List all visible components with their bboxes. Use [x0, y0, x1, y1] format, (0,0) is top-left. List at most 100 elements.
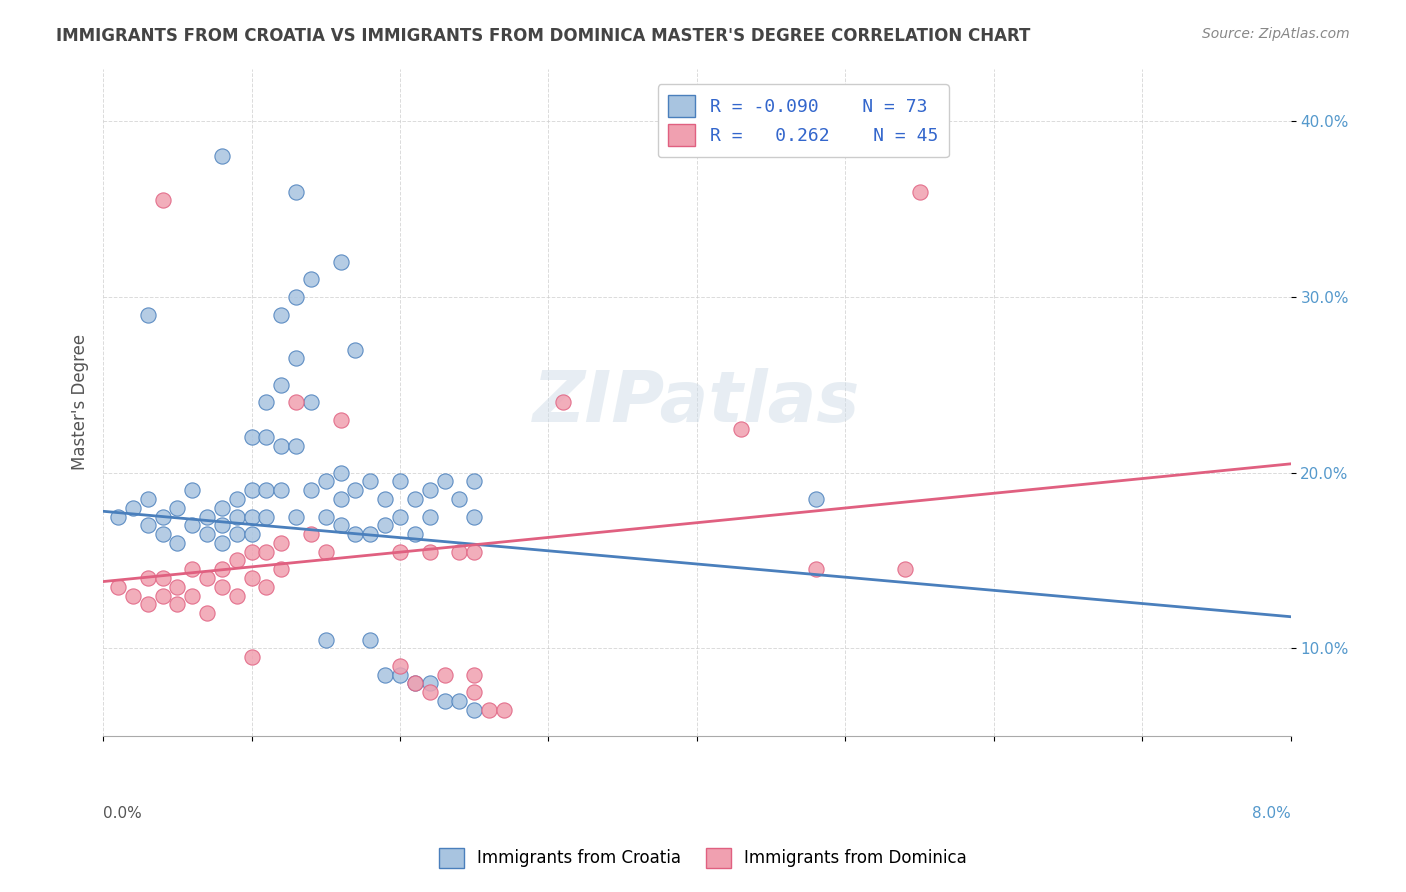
Point: [359, 527, 381, 541]
Point: [359, 475, 381, 489]
Point: [463, 703, 485, 717]
Point: [152, 589, 174, 603]
Point: [270, 308, 292, 322]
Point: [225, 509, 247, 524]
Point: [449, 491, 471, 506]
Point: [121, 589, 143, 603]
Point: [225, 491, 247, 506]
Point: [270, 483, 292, 498]
Point: [254, 580, 277, 594]
Y-axis label: Master's Degree: Master's Degree: [72, 334, 89, 470]
Text: 8.0%: 8.0%: [1251, 806, 1291, 822]
Point: [254, 483, 277, 498]
Point: [478, 703, 501, 717]
Point: [152, 571, 174, 585]
Point: [359, 632, 381, 647]
Point: [804, 491, 827, 506]
Point: [893, 562, 915, 576]
Point: [419, 676, 441, 690]
Point: [166, 500, 188, 515]
Point: [329, 518, 352, 533]
Point: [908, 185, 931, 199]
Point: [166, 536, 188, 550]
Point: [433, 667, 456, 681]
Text: IMMIGRANTS FROM CROATIA VS IMMIGRANTS FROM DOMINICA MASTER'S DEGREE CORRELATION : IMMIGRANTS FROM CROATIA VS IMMIGRANTS FR…: [56, 27, 1031, 45]
Point: [374, 667, 396, 681]
Point: [553, 395, 575, 409]
Point: [254, 395, 277, 409]
Point: [166, 598, 188, 612]
Point: [240, 509, 263, 524]
Point: [404, 676, 426, 690]
Point: [195, 527, 218, 541]
Point: [463, 475, 485, 489]
Point: [285, 439, 308, 453]
Point: [240, 544, 263, 558]
Point: [152, 194, 174, 208]
Point: [463, 685, 485, 699]
Point: [449, 694, 471, 708]
Point: [152, 509, 174, 524]
Point: [315, 475, 337, 489]
Point: [136, 571, 159, 585]
Legend: R = -0.090    N = 73, R =   0.262    N = 45: R = -0.090 N = 73, R = 0.262 N = 45: [658, 84, 949, 157]
Point: [419, 685, 441, 699]
Point: [211, 562, 233, 576]
Point: [211, 149, 233, 163]
Point: [804, 562, 827, 576]
Point: [344, 527, 367, 541]
Point: [388, 667, 411, 681]
Point: [195, 571, 218, 585]
Point: [730, 422, 752, 436]
Point: [270, 439, 292, 453]
Point: [181, 483, 204, 498]
Point: [285, 509, 308, 524]
Point: [315, 632, 337, 647]
Point: [181, 518, 204, 533]
Point: [136, 518, 159, 533]
Point: [404, 676, 426, 690]
Point: [195, 509, 218, 524]
Point: [211, 518, 233, 533]
Point: [136, 598, 159, 612]
Point: [433, 475, 456, 489]
Text: ZIPatlas: ZIPatlas: [533, 368, 860, 437]
Point: [433, 694, 456, 708]
Point: [344, 343, 367, 357]
Point: [329, 466, 352, 480]
Point: [136, 491, 159, 506]
Point: [285, 185, 308, 199]
Point: [254, 509, 277, 524]
Point: [166, 580, 188, 594]
Point: [211, 500, 233, 515]
Point: [270, 377, 292, 392]
Point: [329, 413, 352, 427]
Point: [299, 395, 322, 409]
Point: [152, 527, 174, 541]
Point: [285, 395, 308, 409]
Point: [195, 606, 218, 620]
Point: [419, 509, 441, 524]
Point: [388, 475, 411, 489]
Point: [240, 527, 263, 541]
Point: [107, 580, 129, 594]
Point: [240, 430, 263, 444]
Point: [463, 544, 485, 558]
Point: [374, 491, 396, 506]
Point: [254, 430, 277, 444]
Point: [419, 544, 441, 558]
Point: [299, 527, 322, 541]
Point: [299, 483, 322, 498]
Point: [225, 553, 247, 567]
Point: [107, 509, 129, 524]
Point: [270, 536, 292, 550]
Point: [388, 544, 411, 558]
Point: [344, 483, 367, 498]
Point: [404, 527, 426, 541]
Legend: Immigrants from Croatia, Immigrants from Dominica: Immigrants from Croatia, Immigrants from…: [432, 841, 974, 875]
Point: [270, 562, 292, 576]
Point: [329, 491, 352, 506]
Point: [285, 351, 308, 366]
Point: [240, 571, 263, 585]
Point: [419, 483, 441, 498]
